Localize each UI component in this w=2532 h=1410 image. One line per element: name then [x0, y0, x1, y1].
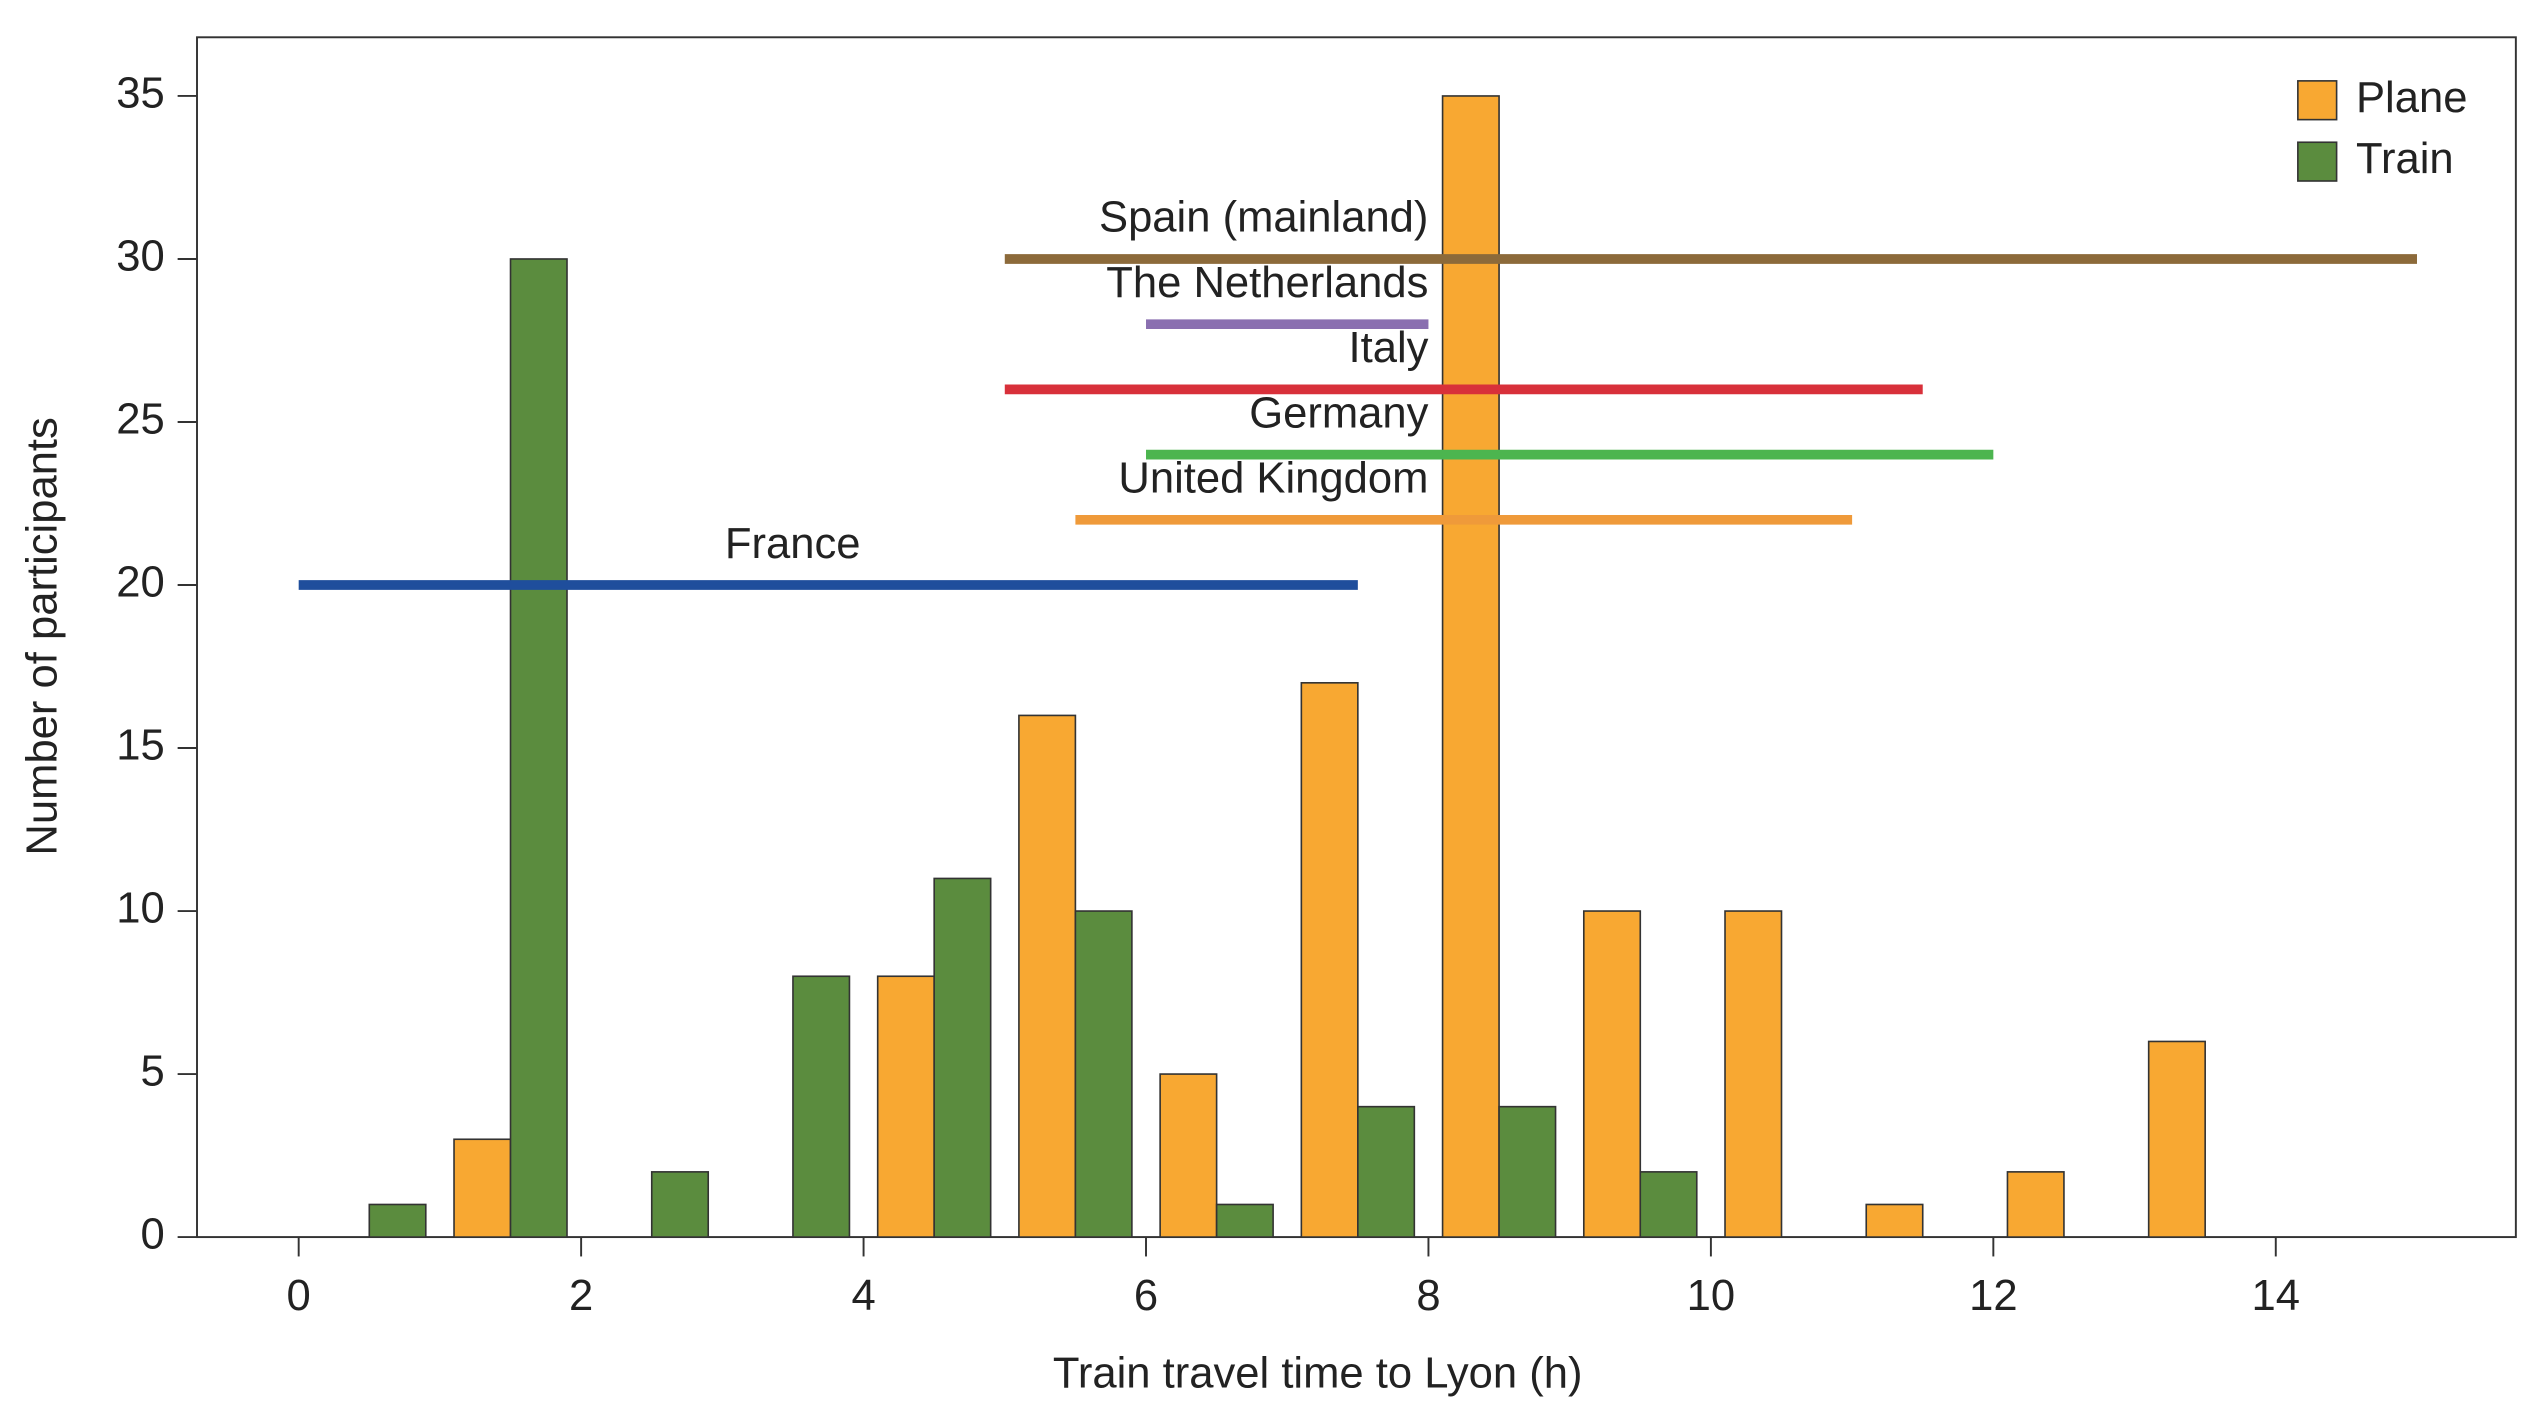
- bar: [1582, 910, 1642, 1238]
- y-tick-label: 20: [116, 559, 164, 607]
- x-tick-label: 14: [2252, 1272, 2300, 1320]
- range-label: The Netherlands: [1106, 259, 1428, 307]
- bar: [933, 877, 992, 1238]
- range-label: Spain (mainland): [1099, 194, 1428, 242]
- bar: [876, 975, 935, 1238]
- y-tick-label: 15: [116, 722, 164, 770]
- legend-swatch: [2297, 80, 2338, 121]
- x-tick-label: 4: [851, 1272, 875, 1320]
- x-tick-label: 10: [1687, 1272, 1735, 1320]
- bar: [1300, 682, 1359, 1238]
- x-tick-label: 2: [569, 1272, 593, 1320]
- x-tick-label: 12: [1969, 1272, 2017, 1320]
- x-tick-label: 6: [1134, 1272, 1158, 1320]
- x-tick-label: 0: [287, 1272, 311, 1320]
- legend-label: Train: [2356, 135, 2454, 183]
- y-tick-label: 35: [116, 69, 164, 117]
- y-tick-label: 5: [140, 1048, 164, 1096]
- bar: [1159, 1073, 1218, 1238]
- bar: [1074, 910, 1133, 1238]
- bar: [650, 1171, 710, 1238]
- bar: [1865, 1203, 1924, 1238]
- bar: [453, 1138, 512, 1238]
- bar: [1357, 1105, 1416, 1238]
- y-tick-label: 25: [116, 396, 164, 444]
- bar: [1215, 1203, 1274, 1238]
- bar: [792, 975, 851, 1238]
- bar: [1441, 95, 1500, 1238]
- bar: [1018, 714, 1077, 1238]
- y-tick-label: 10: [116, 885, 164, 933]
- bar: [1639, 1171, 1698, 1238]
- range-label: France: [725, 520, 861, 568]
- legend-swatch: [2297, 141, 2338, 182]
- range-label: Italy: [1349, 324, 1429, 372]
- bar: [368, 1203, 427, 1238]
- range-label: Germany: [1249, 389, 1428, 437]
- bar: [509, 258, 568, 1238]
- bar: [1724, 910, 1783, 1238]
- y-tick-label: 30: [116, 232, 164, 280]
- y-axis-label: Number of participants: [19, 417, 67, 855]
- legend-label: Plane: [2356, 74, 2467, 122]
- range-label: United Kingdom: [1118, 455, 1428, 503]
- bar: [2006, 1171, 2065, 1238]
- x-tick-label: 8: [1416, 1272, 1440, 1320]
- y-tick-label: 0: [140, 1211, 164, 1259]
- x-axis-label: Train travel time to Lyon (h): [1053, 1349, 1583, 1397]
- bar: [1498, 1105, 1557, 1238]
- bar: [2147, 1040, 2206, 1238]
